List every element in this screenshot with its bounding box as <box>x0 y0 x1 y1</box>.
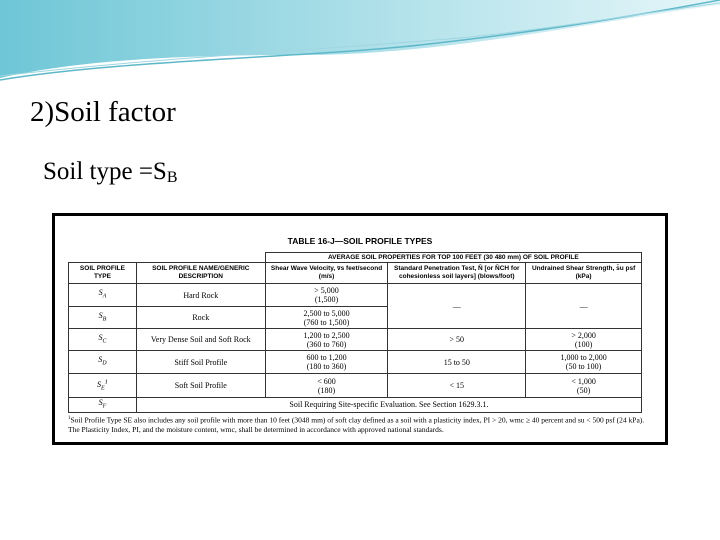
table-row: SF Soil Requiring Site-specific Evaluatio… <box>68 397 643 413</box>
cell-line: 600 to 1,200 <box>306 353 347 362</box>
table: AVERAGE SOIL PROPERTIES FOR TOP 100 FEET… <box>68 252 643 413</box>
type-sub: C <box>102 338 107 345</box>
column-header: Undrained Shear Strength, s̄u psf (kPa) <box>525 262 642 284</box>
cell-line: > 5,000 <box>314 286 339 295</box>
type-sub: B <box>102 316 107 323</box>
name-cell: Hard Rock <box>135 283 266 307</box>
cell-line: (50) <box>576 385 591 395</box>
type-code: SE1 <box>96 378 108 392</box>
footnote: 1Soil Profile Type SE also includes any … <box>68 414 648 434</box>
table-row: SD Stiff Soil Profile 600 to 1,200 (180 to … <box>68 350 642 374</box>
type-cell: SB <box>68 306 137 329</box>
cell-line: (100) <box>574 339 593 349</box>
cell-line: 2,500 to 5,000 <box>303 308 350 318</box>
penetration-cell: > 50 <box>387 328 527 351</box>
cell-line: < 1,000 <box>571 376 596 386</box>
type-code: SA <box>98 288 107 300</box>
soil-type-sub: B <box>166 169 178 186</box>
footnote-mark: 1 <box>68 416 71 421</box>
cell-line: < 600 <box>317 376 336 386</box>
strength-cell: — <box>525 283 642 329</box>
column-header: Standard Penetration Test, N̄ [or N̄CH f… <box>387 262 527 284</box>
type-code: SB <box>98 310 107 323</box>
cell-line: (50 to 100) <box>565 362 602 371</box>
strength-cell: 1,000 to 2,000 (50 to 100) <box>525 350 642 374</box>
name-cell: Stiff Soil Profile <box>135 350 266 374</box>
table-row: SC Very Dense Soil and Soft Rock 1,200 to … <box>68 328 642 351</box>
group-header: AVERAGE SOIL PROPERTIES FOR TOP 100 FEET… <box>264 252 643 263</box>
type-cell: SF <box>68 397 137 413</box>
header-row: SOIL PROFILE TYPE SOIL PROFILE NAME/GENER… <box>68 262 642 284</box>
table-image: TABLE 16-J—SOIL PROFILE TYPES AVERAGE SO… <box>52 213 668 445</box>
header-row: AVERAGE SOIL PROPERTIES FOR TOP 100 FEET… <box>69 252 643 263</box>
decoration <box>0 0 720 81</box>
cell-line: (1,500) <box>314 295 339 304</box>
type-sub: F <box>102 403 107 410</box>
penetration-cell: < 15 <box>387 373 527 398</box>
type-sub: A <box>102 293 107 300</box>
table-title: TABLE 16-J—SOIL PROFILE TYPES <box>287 236 433 246</box>
type-code: SD <box>98 355 107 367</box>
type-code: SF <box>98 398 107 410</box>
type-base: S <box>96 380 101 390</box>
cell-line: (180) <box>317 385 336 395</box>
table-row: SB Rock 2,500 to 5,000 (760 to 1,500) <box>68 306 642 329</box>
type-cell: SE1 <box>68 373 137 398</box>
velocity-cell: 2,500 to 5,000 (760 to 1,500) <box>264 306 389 329</box>
cell-line: — <box>579 301 588 311</box>
type-sup: 1 <box>104 378 108 386</box>
heading: 2)Soil factor <box>30 96 176 128</box>
type-code: SC <box>98 332 107 345</box>
type-sub: E <box>100 385 105 392</box>
name-cell: Very Dense Soil and Soft Rock <box>135 328 266 351</box>
strength-cell: > 2,000 (100) <box>525 328 642 351</box>
type-cell: SD <box>68 350 137 374</box>
cell-line: 1,200 to 2,500 <box>303 330 350 340</box>
soil-type: Soil type =SB <box>43 158 178 187</box>
penetration-cell: — <box>387 283 527 329</box>
column-header: Shear Wave Velocity, v̄s feet/second (m/… <box>264 262 389 284</box>
column-header: SOIL PROFILE TYPE <box>68 262 137 284</box>
type-cell: SA <box>68 283 137 307</box>
table-row: SE1 Soft Soil Profile < 600 (180) < 15 < 1,00… <box>68 373 642 398</box>
name-cell: Soft Soil Profile <box>135 373 266 398</box>
velocity-cell: > 5,000 (1,500) <box>264 283 389 307</box>
table-row: SA Hard Rock > 5,000 (1,500) — — <box>68 283 642 329</box>
cell-line: (180 to 360) <box>306 362 347 371</box>
velocity-cell: 600 to 1,200 (180 to 360) <box>264 350 389 374</box>
cell-line: (360 to 760) <box>306 339 347 349</box>
name-cell: Soil Requiring Site-specific Evaluation.… <box>135 397 643 413</box>
soil-type-text: Soil type =S <box>43 158 167 185</box>
type-sub: D <box>102 360 107 367</box>
blank-cell <box>69 253 266 263</box>
type-base: S <box>98 355 103 365</box>
penetration-cell: 15 to 50 <box>387 350 527 374</box>
cell-line: > 2,000 <box>571 330 596 340</box>
footnote-text: Soil Profile Type SE also includes any s… <box>68 415 645 434</box>
type-base: S <box>98 310 103 320</box>
cell-line: (760 to 1,500) <box>303 317 350 327</box>
type-cell: SC <box>68 328 137 351</box>
velocity-cell: < 600 (180) <box>264 373 389 398</box>
velocity-cell: 1,200 to 2,500 (360 to 760) <box>264 328 389 351</box>
type-base: S <box>98 332 103 342</box>
type-base: S <box>98 398 103 407</box>
cell-line: 1,000 to 2,000 <box>560 353 607 362</box>
name-cell: Rock <box>135 306 266 329</box>
type-base: S <box>98 288 103 298</box>
strength-cell: < 1,000 (50) <box>525 373 642 398</box>
column-header: SOIL PROFILE NAME/GENERIC DESCRIPTION <box>135 262 266 284</box>
